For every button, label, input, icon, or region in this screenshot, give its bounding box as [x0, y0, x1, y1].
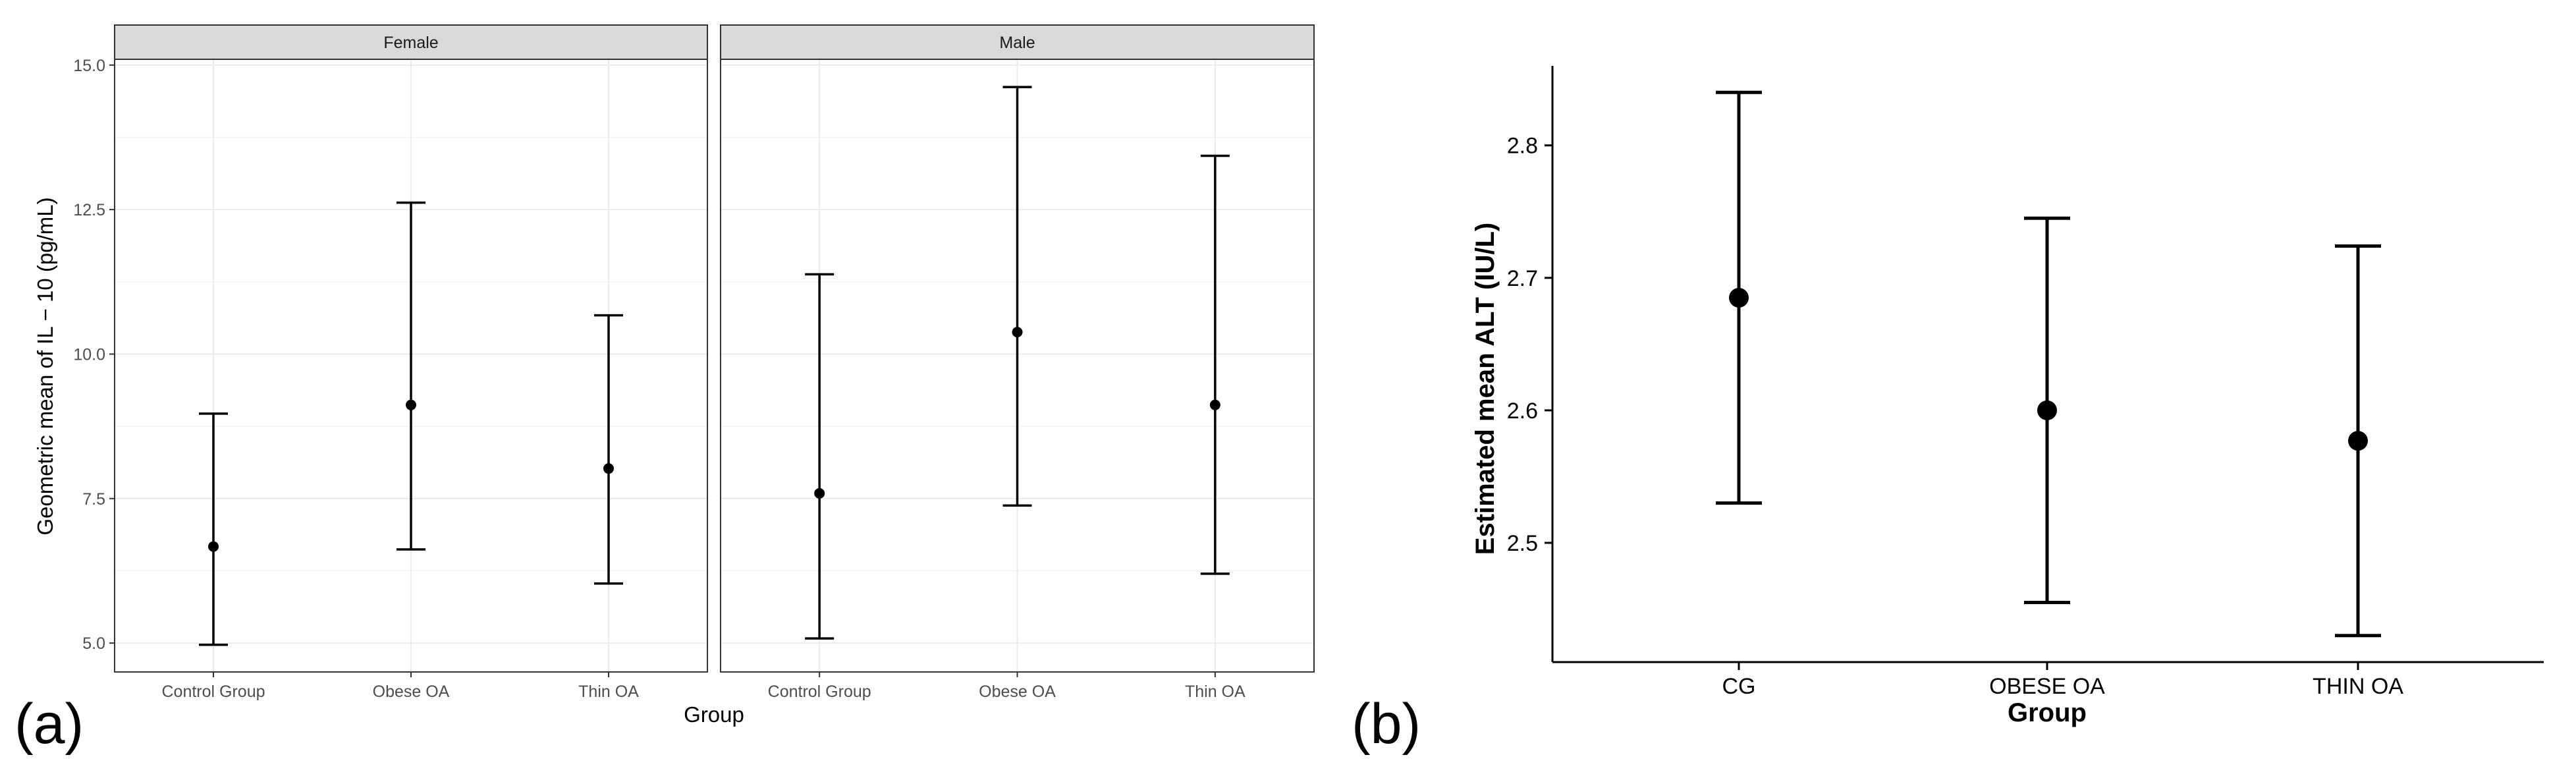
panel-label-a: (a) — [14, 692, 84, 756]
data-point-group — [199, 412, 228, 646]
y-tick-label: 2.6 — [1507, 399, 1538, 424]
x-tick-label: OBESE OA — [1989, 674, 2105, 699]
data-point — [603, 463, 614, 474]
panel-label-b: (b) — [1352, 692, 1421, 756]
facet-panels: Female Control Group Obese OA Thin OA Male Co… — [73, 24, 1315, 701]
data-point-group — [805, 273, 835, 640]
x-tick-label: Control Group — [768, 682, 871, 701]
x-tick-label: CG — [1722, 674, 1756, 699]
y-tick-label: 2.5 — [1507, 531, 1538, 556]
y-tick-label: 2.8 — [1507, 134, 1538, 159]
y-tick-label: 15.0 — [73, 57, 105, 75]
y-tick-label: 7.5 — [82, 490, 105, 509]
x-tick-label: Obese OA — [373, 682, 450, 701]
data-point — [814, 488, 825, 499]
x-tick-label: THIN OA — [2313, 674, 2403, 699]
data-point-group — [1716, 90, 1762, 505]
chart-b-plot: 2.5 2.6 2.7 2.8 CG OBESE OA THIN OA — [1507, 66, 2544, 699]
facet-strip — [720, 24, 1315, 60]
data-point — [2348, 431, 2368, 451]
data-point — [2037, 400, 2057, 420]
data-point-group — [2335, 244, 2381, 638]
chart-b-x-axis-title: Group — [2008, 698, 2087, 727]
facet-strip-label: Female — [383, 34, 438, 52]
data-point-group — [2024, 216, 2070, 604]
data-point-group — [594, 314, 623, 585]
chart-b: 2.5 2.6 2.7 2.8 CG OBESE OA THIN OA Group Esti… — [1352, 66, 2544, 756]
y-tick-label: 12.5 — [73, 201, 105, 219]
chart-a-x-axis-title: Group — [684, 702, 744, 727]
y-tick-label: 10.0 — [73, 345, 105, 364]
x-tick-label: Control Group — [161, 682, 265, 701]
data-point — [1012, 327, 1023, 338]
facet-male: Male Control Group Obese OA Thin OA — [720, 24, 1315, 701]
chart-a-y-axis-title: Geometric mean of IL − 10 (pg/mL) — [33, 197, 57, 535]
data-point-group — [397, 201, 425, 551]
x-tick-label: Obese OA — [979, 682, 1056, 701]
data-point — [208, 541, 219, 552]
data-point — [1209, 399, 1220, 410]
data-point — [1729, 287, 1749, 308]
x-tick-label: Thin OA — [578, 682, 639, 701]
x-tick-label: Thin OA — [1185, 682, 1246, 701]
y-tick-label: 5.0 — [82, 634, 105, 653]
data-point-group — [1200, 154, 1230, 575]
data-point-group — [1002, 86, 1032, 507]
facet-strip-label: Male — [999, 34, 1035, 52]
chart-b-y-axis-title: Estimated mean ALT (IU/L) — [1471, 223, 1500, 555]
facet-female: Female Control Group Obese OA Thin OA — [114, 24, 708, 701]
y-tick-label: 2.7 — [1507, 266, 1538, 291]
chart-a: Female Control Group Obese OA Thin OA Male Co… — [14, 24, 1315, 756]
data-point — [406, 399, 416, 410]
facet-strip — [114, 24, 708, 60]
